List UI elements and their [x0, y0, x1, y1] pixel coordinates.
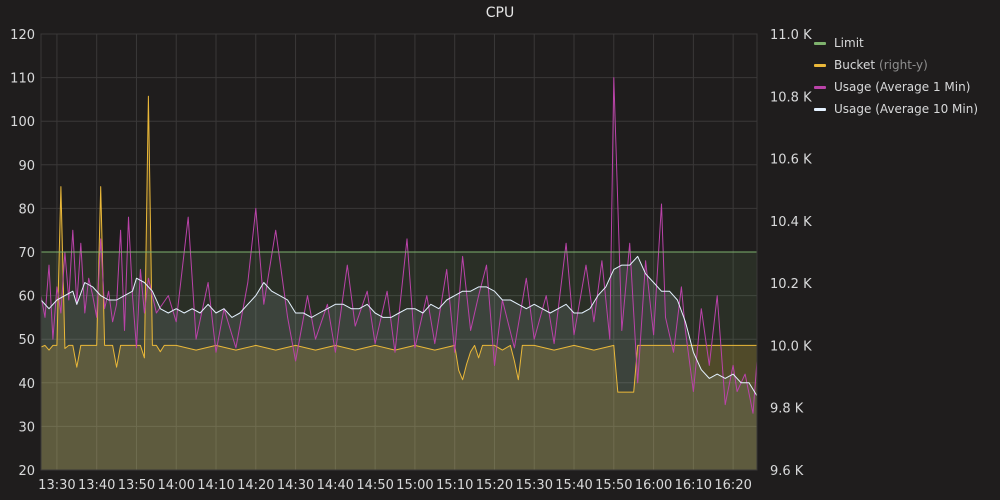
series-line-usage-1min: [40, 77, 758, 414]
x-tick-label: 15:30: [516, 478, 553, 493]
legend-item-bucket[interactable]: Bucket (right-y): [810, 54, 996, 76]
x-tick-label: 16:20: [714, 478, 751, 493]
x-tick-label: 13:40: [78, 478, 115, 493]
legend-label-limit: Limit: [834, 36, 864, 50]
usage-10min-swatch-icon: [814, 107, 826, 111]
y-right-tick-label: 9.8 K: [770, 402, 804, 417]
series-line-bucket: [40, 95, 757, 393]
y-left-tick-label: 60: [18, 290, 35, 305]
x-tick-label: 14:20: [237, 478, 274, 493]
y-left-tick-label: 110: [10, 72, 35, 87]
y-left-tick-label: 20: [18, 464, 35, 479]
chart-title: CPU: [485, 5, 515, 21]
x-tick-label: 15:20: [476, 478, 513, 493]
x-tick-label: 15:00: [396, 478, 433, 493]
y-right-tick-label: 9.6 K: [770, 464, 804, 479]
y-right-tick-label: 10.4 K: [770, 215, 812, 230]
legend-label-bucket: Bucket: [834, 58, 876, 72]
y-right-tick-label: 10.0 K: [770, 339, 812, 354]
plot-border: [40, 33, 758, 471]
legend-note-right-y: (right-y): [879, 58, 928, 72]
legend-item-usage-10min[interactable]: Usage (Average 10 Min): [810, 98, 996, 120]
x-tick-label: 14:00: [158, 478, 195, 493]
limit-swatch-icon: [814, 41, 826, 45]
y-left-tick-label: 90: [18, 159, 35, 174]
y-left-tick-label: 120: [10, 28, 35, 43]
x-tick-label: 13:30: [38, 478, 75, 493]
x-tick-label: 14:10: [197, 478, 234, 493]
x-tick-label: 14:50: [356, 478, 393, 493]
y-left-tick-label: 50: [18, 333, 35, 348]
y-left-tick-label: 40: [18, 377, 35, 392]
legend-label-usage-1min: Usage (Average 1 Min): [834, 80, 971, 94]
x-tick-label: 16:10: [675, 478, 712, 493]
series-area-usage-10min: [41, 256, 757, 470]
y-left-tick-label: 30: [18, 420, 35, 435]
y-right-tick-label: 10.6 K: [770, 153, 812, 168]
y-left-tick-label: 80: [18, 202, 35, 217]
x-tick-label: 14:30: [277, 478, 314, 493]
x-tick-label: 16:00: [635, 478, 672, 493]
x-tick-label: 15:10: [436, 478, 473, 493]
x-tick-label: 14:40: [317, 478, 354, 493]
y-left-tick-label: 100: [10, 115, 35, 130]
y-right-tick-label: 11.0 K: [770, 28, 812, 43]
legend: Limit Bucket (right-y) Usage (Average 1 …: [810, 32, 996, 120]
y-right-tick-label: 10.2 K: [770, 277, 812, 292]
legend-item-usage-1min[interactable]: Usage (Average 1 Min): [810, 76, 996, 98]
x-tick-label: 15:50: [595, 478, 632, 493]
x-tick-label: 13:50: [118, 478, 155, 493]
legend-label-usage-10min: Usage (Average 10 Min): [834, 102, 979, 116]
y-right-tick-label: 10.8 K: [770, 90, 812, 105]
x-tick-label: 15:40: [555, 478, 592, 493]
y-left-tick-label: 70: [18, 246, 35, 261]
series-line-usage-10min: [40, 255, 758, 397]
series-area-bucket: [41, 96, 757, 471]
bucket-swatch-icon: [814, 63, 826, 67]
series-area-limit: [41, 252, 757, 470]
legend-item-limit[interactable]: Limit: [810, 32, 996, 54]
usage-1min-swatch-icon: [814, 85, 826, 89]
